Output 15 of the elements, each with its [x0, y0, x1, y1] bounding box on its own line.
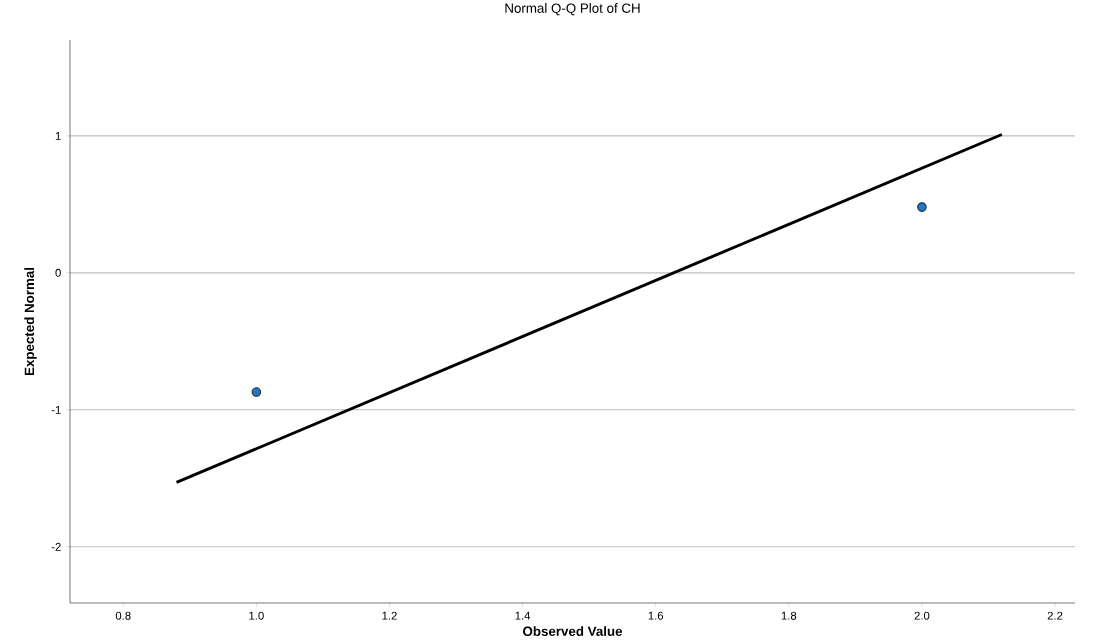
x-tick-label: 1.8 — [781, 611, 797, 620]
x-tick-label: 1.2 — [382, 611, 397, 620]
y-tick-label: 0 — [55, 268, 61, 277]
y-axis-title: Expected Normal — [24, 267, 37, 376]
x-tick-label: 2.2 — [1047, 611, 1063, 620]
y-tick-label: 1 — [55, 131, 61, 140]
x-tick-label: 2.0 — [914, 611, 930, 620]
x-tick-label: 0.8 — [115, 611, 131, 620]
y-tick-label: -1 — [51, 405, 61, 414]
chart-title: Normal Q-Q Plot of CH — [505, 3, 640, 16]
x-tick-label: 1.6 — [648, 611, 664, 620]
x-axis-title: Observed Value — [523, 626, 623, 636]
y-tick-label: -2 — [51, 542, 61, 551]
x-tick-label: 1.4 — [515, 611, 531, 620]
x-tick-label: 1.0 — [249, 611, 264, 620]
